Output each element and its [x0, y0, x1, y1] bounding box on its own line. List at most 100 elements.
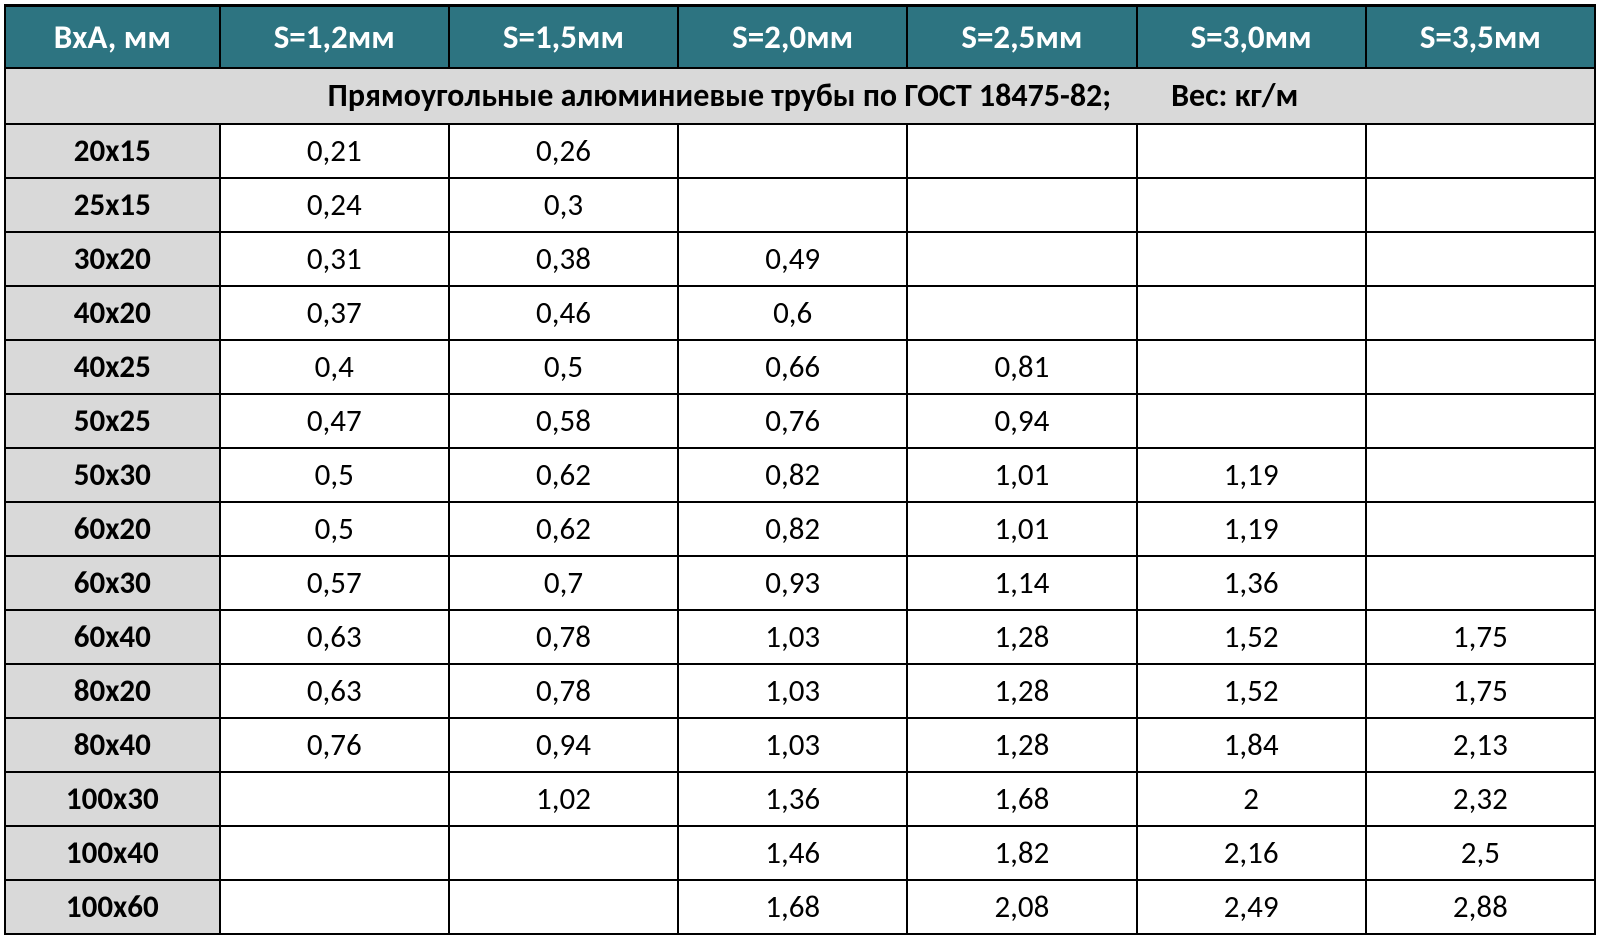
table-row: 80х200,630,781,031,281,521,75 — [5, 664, 1595, 718]
data-cell: 0,5 — [220, 502, 449, 556]
data-cell — [1137, 178, 1366, 232]
data-cell: 1,03 — [678, 718, 907, 772]
data-cell: 1,68 — [907, 772, 1136, 826]
data-cell: 0,6 — [678, 286, 907, 340]
data-cell — [907, 178, 1136, 232]
data-cell: 2,49 — [1137, 880, 1366, 934]
data-cell: 1,84 — [1137, 718, 1366, 772]
data-cell: 0,47 — [220, 394, 449, 448]
header-row: ВхА, мм S=1,2мм S=1,5мм S=2,0мм S=2,5мм … — [5, 6, 1595, 68]
row-label: 25х15 — [5, 178, 220, 232]
data-cell: 1,01 — [907, 448, 1136, 502]
data-cell — [1366, 502, 1595, 556]
data-cell: 1,14 — [907, 556, 1136, 610]
data-cell: 1,75 — [1366, 610, 1595, 664]
table-row: 60х300,570,70,931,141,36 — [5, 556, 1595, 610]
data-cell: 1,03 — [678, 610, 907, 664]
data-cell — [678, 124, 907, 178]
data-cell: 0,7 — [449, 556, 678, 610]
subtitle-cell: Прямоугольные алюминиевые трубы по ГОСТ … — [5, 68, 1595, 124]
data-cell: 0,62 — [449, 502, 678, 556]
data-cell: 0,5 — [449, 340, 678, 394]
data-cell: 1,19 — [1137, 502, 1366, 556]
data-cell — [907, 286, 1136, 340]
data-cell: 0,78 — [449, 664, 678, 718]
subtitle-row: Прямоугольные алюминиевые трубы по ГОСТ … — [5, 68, 1595, 124]
table-row: 25х150,240,3 — [5, 178, 1595, 232]
col-header-s35: S=3,5мм — [1366, 6, 1595, 68]
data-cell: 0,5 — [220, 448, 449, 502]
data-cell: 0,93 — [678, 556, 907, 610]
col-header-s15: S=1,5мм — [449, 6, 678, 68]
data-cell: 0,78 — [449, 610, 678, 664]
data-cell: 2,08 — [907, 880, 1136, 934]
row-label: 60х40 — [5, 610, 220, 664]
pipe-weight-table-container: ВхА, мм S=1,2мм S=1,5мм S=2,0мм S=2,5мм … — [4, 4, 1596, 935]
data-cell — [220, 826, 449, 880]
pipe-weight-table: ВхА, мм S=1,2мм S=1,5мм S=2,0мм S=2,5мм … — [4, 4, 1596, 935]
data-cell: 0,76 — [678, 394, 907, 448]
data-cell — [1366, 556, 1595, 610]
col-header-s20: S=2,0мм — [678, 6, 907, 68]
table-body: Прямоугольные алюминиевые трубы по ГОСТ … — [5, 68, 1595, 934]
table-row: 60х200,50,620,821,011,19 — [5, 502, 1595, 556]
data-cell: 0,46 — [449, 286, 678, 340]
row-label: 50х25 — [5, 394, 220, 448]
data-cell — [1137, 124, 1366, 178]
data-cell: 0,94 — [449, 718, 678, 772]
data-cell: 0,21 — [220, 124, 449, 178]
data-cell: 1,82 — [907, 826, 1136, 880]
subtitle-inner: Прямоугольные алюминиевые трубы по ГОСТ … — [36, 76, 1590, 115]
data-cell — [1366, 178, 1595, 232]
data-cell — [1137, 286, 1366, 340]
data-cell: 0,24 — [220, 178, 449, 232]
data-cell: 2,16 — [1137, 826, 1366, 880]
col-header-s25: S=2,5мм — [907, 6, 1136, 68]
data-cell: 1,46 — [678, 826, 907, 880]
data-cell: 2,13 — [1366, 718, 1595, 772]
row-label: 80х20 — [5, 664, 220, 718]
data-cell: 0,4 — [220, 340, 449, 394]
data-cell — [1366, 340, 1595, 394]
table-row: 50х300,50,620,821,011,19 — [5, 448, 1595, 502]
data-cell: 1,36 — [678, 772, 907, 826]
data-cell — [907, 124, 1136, 178]
data-cell — [1137, 394, 1366, 448]
data-cell — [678, 178, 907, 232]
row-label: 100х30 — [5, 772, 220, 826]
data-cell: 0,62 — [449, 448, 678, 502]
data-cell — [1366, 124, 1595, 178]
data-cell: 0,63 — [220, 610, 449, 664]
data-cell — [449, 880, 678, 934]
table-row: 60х400,630,781,031,281,521,75 — [5, 610, 1595, 664]
data-cell: 2,88 — [1366, 880, 1595, 934]
data-cell — [220, 880, 449, 934]
table-row: 100х301,021,361,6822,32 — [5, 772, 1595, 826]
data-cell — [1366, 394, 1595, 448]
table-row: 20х150,210,26 — [5, 124, 1595, 178]
data-cell: 1,28 — [907, 664, 1136, 718]
data-cell: 0,76 — [220, 718, 449, 772]
data-cell: 1,52 — [1137, 664, 1366, 718]
data-cell — [1366, 448, 1595, 502]
data-cell: 0,94 — [907, 394, 1136, 448]
data-cell: 1,28 — [907, 718, 1136, 772]
data-cell — [1366, 286, 1595, 340]
data-cell — [1137, 340, 1366, 394]
row-label: 40х25 — [5, 340, 220, 394]
table-row: 50х250,470,580,760,94 — [5, 394, 1595, 448]
data-cell — [1137, 232, 1366, 286]
data-cell — [449, 826, 678, 880]
data-cell: 0,63 — [220, 664, 449, 718]
col-header-s30: S=3,0мм — [1137, 6, 1366, 68]
data-cell: 1,03 — [678, 664, 907, 718]
row-label: 80х40 — [5, 718, 220, 772]
col-header-dimensions: ВхА, мм — [5, 6, 220, 68]
row-label: 50х30 — [5, 448, 220, 502]
subtitle-main: Прямоугольные алюминиевые трубы по ГОСТ … — [328, 76, 1111, 115]
data-cell: 0,57 — [220, 556, 449, 610]
row-label: 30х20 — [5, 232, 220, 286]
row-label: 60х20 — [5, 502, 220, 556]
data-cell — [907, 232, 1136, 286]
row-label: 100х60 — [5, 880, 220, 934]
